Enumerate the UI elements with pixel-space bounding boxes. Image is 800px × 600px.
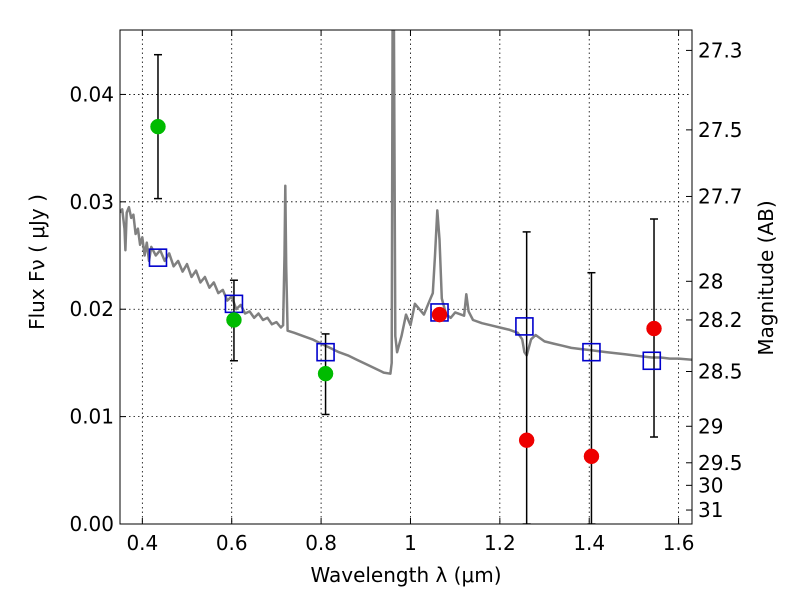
tick-layer: 0.4 0.6 0.8 1 1.2 1.4 1.6 0.00 0.01 0.02 0.03 0.04 2… <box>69 30 743 555</box>
detection-point <box>317 365 334 382</box>
limit-point <box>518 432 535 448</box>
model-square <box>316 342 335 362</box>
y-axis-right-label: Magnitude (AB) <box>754 200 778 355</box>
right-tick-label: 29 <box>698 414 723 438</box>
y-tick-label: 0.03 <box>69 190 114 214</box>
x-tick-label: 1.4 <box>573 531 605 555</box>
limit-point <box>583 448 600 465</box>
right-tick-label: 28.5 <box>698 360 743 384</box>
y-tick-label: 0.02 <box>69 297 114 321</box>
right-tick-label: 29.5 <box>698 451 743 475</box>
x-tick-label: 0.6 <box>216 531 248 555</box>
plot-layer <box>120 30 692 375</box>
right-tick-label: 31 <box>698 498 723 522</box>
model-square <box>148 248 168 267</box>
plot-frame <box>119 29 693 525</box>
right-tick-label: 27.3 <box>698 38 743 62</box>
x-tick-label: 1.2 <box>484 531 516 555</box>
y-axis-label: Flux Fν ( μJy ) <box>25 194 49 330</box>
limit-point <box>431 306 448 323</box>
x-axis-label: Wavelength λ (μm) <box>310 563 501 587</box>
model-square <box>582 342 601 362</box>
detection-point <box>150 118 166 135</box>
marker-layer <box>148 53 662 524</box>
right-tick-label: 27.5 <box>698 118 743 142</box>
right-tick-label: 27.7 <box>698 184 743 208</box>
spectrum-line <box>120 30 692 375</box>
detection-point <box>226 312 242 328</box>
limit-point <box>646 320 662 337</box>
x-tick-label: 1 <box>404 531 417 555</box>
y-tick-label: 0.00 <box>69 512 114 536</box>
y-tick-label: 0.04 <box>69 82 114 106</box>
right-tick-label: 28.2 <box>698 308 743 332</box>
x-tick-label: 0.4 <box>126 531 158 555</box>
model-square <box>515 317 534 336</box>
model-square <box>642 351 662 371</box>
y-tick-label: 0.01 <box>69 405 114 429</box>
x-tick-label: 1.6 <box>663 531 695 555</box>
x-tick-label: 0.8 <box>305 531 337 555</box>
right-tick-label: 30 <box>698 473 723 497</box>
right-tick-label: 28 <box>698 269 723 293</box>
